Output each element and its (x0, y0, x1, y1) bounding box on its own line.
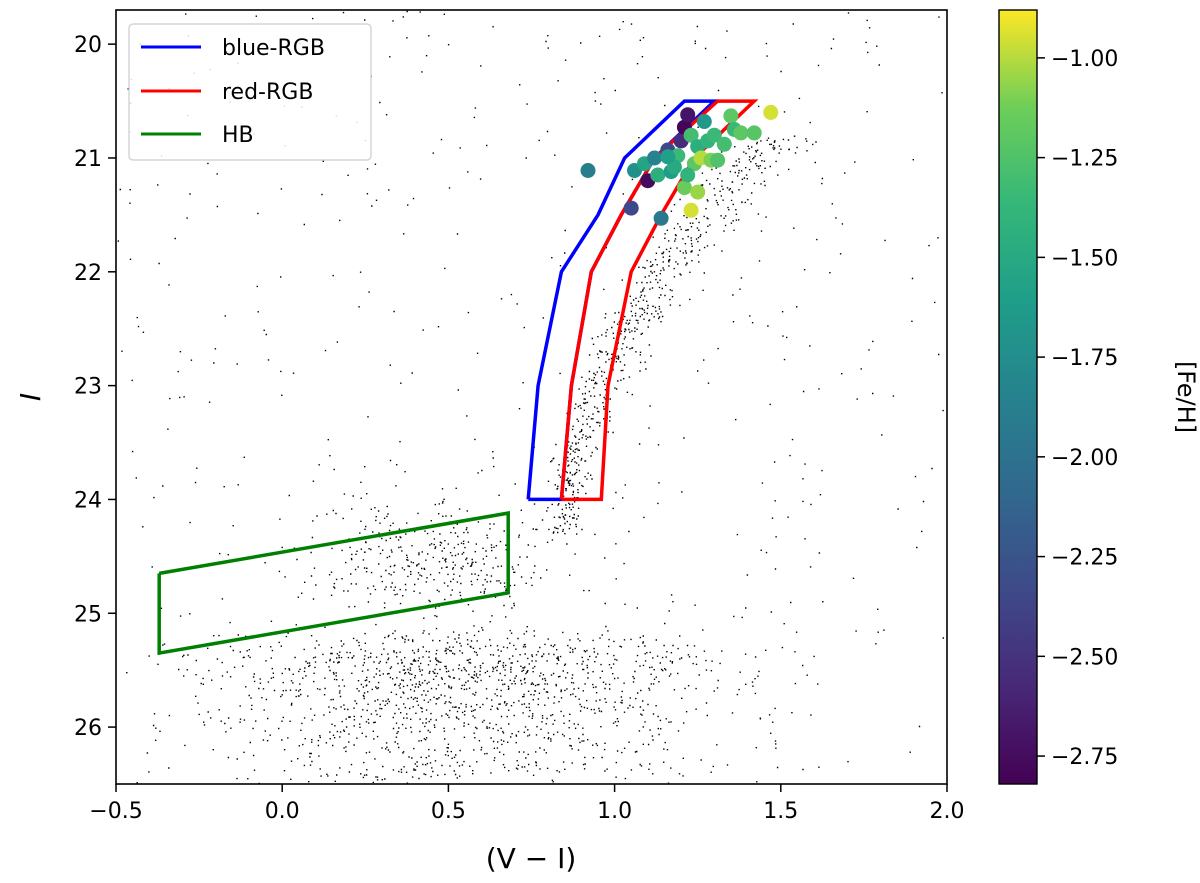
feh-star-point (710, 152, 726, 168)
selection-box-red-rgb (559, 99, 759, 502)
selection-boxes (157, 99, 759, 656)
colorbar-tick-label: −2.00 (1051, 446, 1118, 471)
colorbar-tick-label: −1.00 (1051, 47, 1118, 72)
feh-star-point (706, 127, 722, 143)
x-tick-label: 1.0 (597, 799, 632, 824)
selection-box-hb (157, 511, 510, 656)
colorbar: −1.00 −1.25 −1.50 −1.75 −2.00 −2.25 −2.50 −2.75… (998, 9, 1200, 785)
y-tick-label: 26 (74, 716, 102, 741)
y-tick-label: 24 (74, 488, 102, 513)
legend-box (128, 23, 372, 161)
y-tick-label: 23 (74, 375, 102, 400)
feh-star-point (733, 125, 749, 141)
feh-star-point (696, 114, 712, 129)
y-axis-label: I (14, 393, 47, 401)
colorbar-ticks: −1.00 −1.25 −1.50 −1.75 −2.00 −2.25 −2.50 −2.75 (1037, 47, 1118, 770)
feh-stars (580, 104, 779, 226)
feh-star-point (763, 104, 779, 120)
x-tick-label: 0.5 (431, 799, 466, 824)
feh-star-point (680, 107, 696, 123)
feh-star-point (647, 150, 662, 166)
feh-star-point (716, 136, 732, 152)
feh-star-point (683, 127, 699, 143)
feh-star-point (653, 210, 669, 226)
colorbar-tick-label: −1.25 (1051, 147, 1118, 172)
legend-label-hb: HB (222, 123, 254, 148)
colorbar-tick-label: −2.25 (1051, 546, 1118, 571)
colorbar-tick-label: −2.75 (1051, 745, 1118, 770)
y-tick-label: 21 (74, 147, 102, 172)
y-tick-label: 20 (74, 33, 102, 58)
legend: blue-RGB red-RGB HB (128, 23, 372, 161)
feh-star-point (676, 180, 692, 196)
y-tick-label: 22 (74, 261, 102, 286)
x-tick-label: −0.5 (89, 799, 142, 824)
feh-star-point (650, 167, 666, 183)
feh-star-point (623, 200, 639, 216)
feh-star-point (680, 167, 696, 183)
y-tick-label: 25 (74, 602, 102, 627)
x-axis-label: (V − I) (486, 842, 577, 875)
x-tick-label: 2.0 (930, 799, 965, 824)
feh-star-point (723, 108, 739, 124)
feh-star-point (660, 149, 676, 165)
feh-star-point (580, 163, 596, 178)
x-tick-label: 0.0 (265, 799, 300, 824)
x-axis-ticks: −0.5 0.0 0.5 1.0 1.5 2.0 (89, 784, 965, 824)
legend-label-blue-rgb: blue-RGB (222, 36, 325, 61)
feh-star-point (683, 202, 699, 218)
legend-label-red-rgb: red-RGB (222, 80, 313, 105)
feh-star-point (690, 184, 706, 200)
selection-box-blue-rgb (526, 99, 719, 502)
colorbar-tick-label: −1.75 (1051, 346, 1118, 371)
colorbar-tick-label: −2.50 (1051, 645, 1118, 670)
feh-star-point (746, 125, 762, 141)
x-tick-label: 1.5 (763, 799, 798, 824)
colorbar-gradient (998, 9, 1038, 785)
y-axis-ticks: 20 21 22 23 24 25 26 (74, 33, 116, 741)
plot-frame (115, 9, 948, 785)
colorbar-label: [Fe/H] (1172, 361, 1200, 433)
colorbar-tick-label: −1.50 (1051, 246, 1118, 271)
